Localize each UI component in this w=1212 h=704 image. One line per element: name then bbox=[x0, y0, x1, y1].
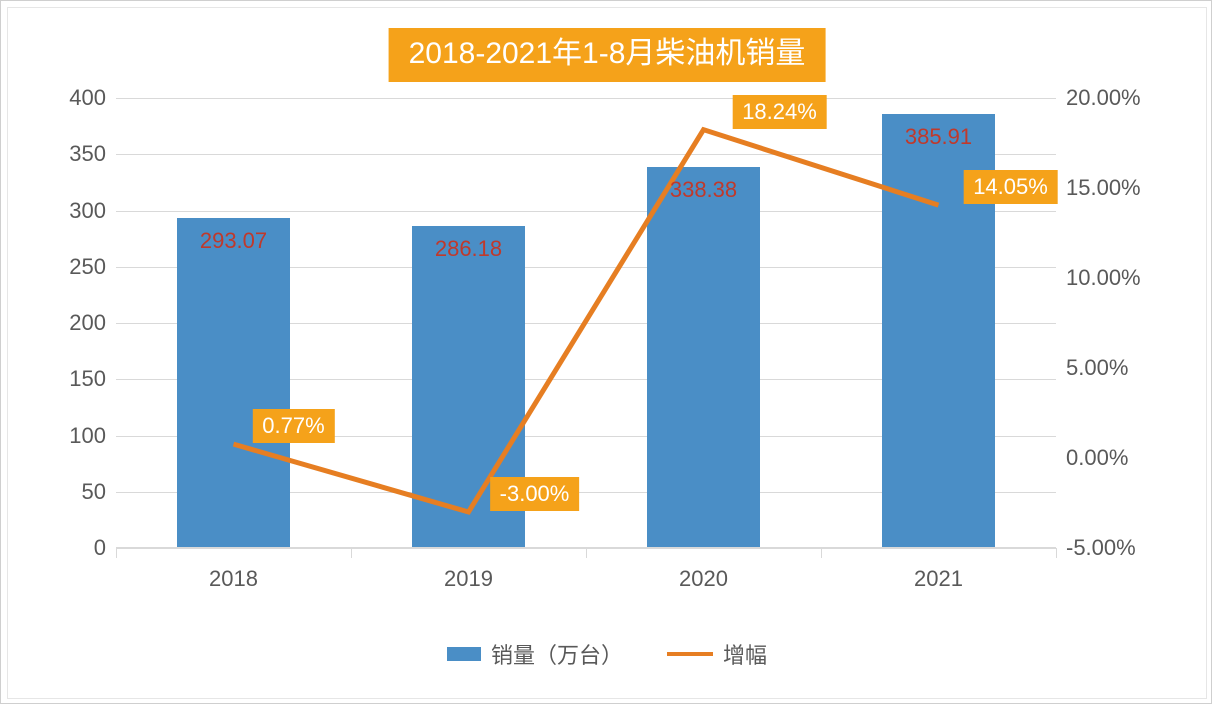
x-tick bbox=[1056, 548, 1057, 558]
legend-swatch-line bbox=[667, 652, 713, 656]
x-tick-label: 2021 bbox=[914, 566, 963, 592]
y-left-tick-label: 250 bbox=[46, 254, 106, 280]
y-right-tick-label: 5.00% bbox=[1066, 355, 1176, 381]
line-value-label: 14.05% bbox=[963, 170, 1058, 204]
x-tick bbox=[116, 548, 117, 558]
bar-value-label: 293.07 bbox=[200, 228, 267, 254]
y-left-tick-label: 50 bbox=[46, 479, 106, 505]
x-tick-label: 2019 bbox=[444, 566, 493, 592]
legend-swatch-bar bbox=[447, 647, 481, 661]
line-value-label: 0.77% bbox=[252, 409, 334, 443]
bar-value-label: 385.91 bbox=[905, 124, 972, 150]
y-left-tick-label: 350 bbox=[46, 141, 106, 167]
x-tick bbox=[821, 548, 822, 558]
x-axis: 2018201920202021 bbox=[116, 547, 1056, 548]
y-left-tick-label: 300 bbox=[46, 198, 106, 224]
line-value-label: -3.00% bbox=[490, 477, 580, 511]
bar-value-label: 286.18 bbox=[435, 236, 502, 262]
y-left-tick-label: 100 bbox=[46, 423, 106, 449]
chart-container: 2018-2021年1-8月柴油机销量 05010015020025030035… bbox=[0, 0, 1212, 704]
x-tick-label: 2020 bbox=[679, 566, 728, 592]
chart-title: 2018-2021年1-8月柴油机销量 bbox=[389, 28, 826, 82]
bar-value-label: 338.38 bbox=[670, 177, 737, 203]
y-right-tick-label: 15.00% bbox=[1066, 175, 1176, 201]
chart-inner: 2018-2021年1-8月柴油机销量 05010015020025030035… bbox=[7, 7, 1207, 699]
legend-item: 增幅 bbox=[667, 638, 767, 670]
y-left-tick-label: 150 bbox=[46, 366, 106, 392]
y-left-tick-label: 0 bbox=[46, 535, 106, 561]
plot-area: 050100150200250300350400-5.00%0.00%5.00%… bbox=[116, 98, 1056, 548]
y-right-tick-label: -5.00% bbox=[1066, 535, 1176, 561]
x-tick bbox=[351, 548, 352, 558]
growth-line bbox=[234, 130, 939, 512]
legend: 销量（万台） 增幅 bbox=[8, 638, 1206, 670]
legend-label: 增幅 bbox=[723, 638, 767, 670]
legend-item: 销量（万台） bbox=[447, 638, 623, 670]
x-tick bbox=[586, 548, 587, 558]
y-right-tick-label: 20.00% bbox=[1066, 85, 1176, 111]
line-value-label: 18.24% bbox=[732, 95, 827, 129]
legend-label: 销量（万台） bbox=[491, 638, 623, 670]
x-tick-label: 2018 bbox=[209, 566, 258, 592]
y-right-tick-label: 0.00% bbox=[1066, 445, 1176, 471]
y-left-tick-label: 200 bbox=[46, 310, 106, 336]
y-right-tick-label: 10.00% bbox=[1066, 265, 1176, 291]
line-series bbox=[116, 98, 1056, 548]
y-left-tick-label: 400 bbox=[46, 85, 106, 111]
